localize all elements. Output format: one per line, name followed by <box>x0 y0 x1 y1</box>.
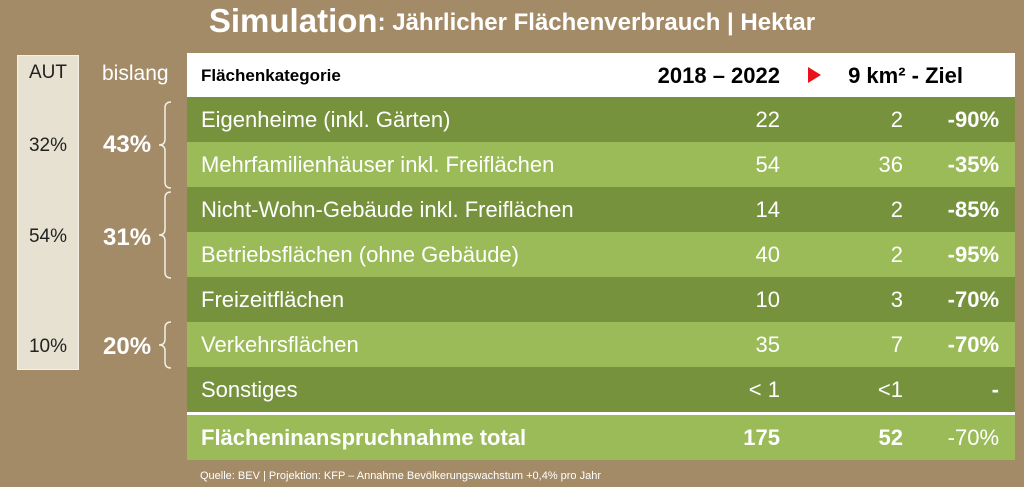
page-title: Simulation: Jährlicher Flächenverbrauch … <box>0 0 1024 46</box>
row-value-target: 2 <box>890 242 903 267</box>
table-header: Flächenkategorie 2018 – 2022 9 km² - Zie… <box>187 53 1015 97</box>
total-row: Flächeninanspruchnahme total 175 52 -70% <box>187 415 1015 460</box>
total-value-period: 175 <box>743 425 780 450</box>
bislang-value: 43% <box>103 131 152 158</box>
total-change: -70% <box>947 425 999 450</box>
row-name: Betriebsflächen (ohne Gebäude) <box>201 242 519 267</box>
row-value-target: <1 <box>877 377 903 402</box>
row-value-target: 2 <box>890 107 903 132</box>
row-value-period: 40 <box>755 242 780 267</box>
aut-panel: AUT 32% 54% 10% <box>17 55 79 370</box>
row-value-target: 3 <box>890 287 903 312</box>
table-row: Mehrfamilienhäuser inkl. Freiflächen 54 … <box>187 142 1015 187</box>
row-value-period: 10 <box>755 287 780 312</box>
aut-value: 32% <box>28 135 68 156</box>
row-name: Eigenheime (inkl. Gärten) <box>201 107 451 132</box>
row-value-period: < 1 <box>748 377 780 402</box>
row-name: Sonstiges <box>201 377 298 402</box>
header-target: 9 km² - Ziel <box>848 63 963 88</box>
table-row: Nicht-Wohn-Gebäude inkl. Freiflächen 14 … <box>187 187 1015 232</box>
data-table: Flächenkategorie 2018 – 2022 9 km² - Zie… <box>187 53 1015 460</box>
row-value-period: 14 <box>755 197 780 222</box>
row-value-target: 2 <box>890 197 903 222</box>
arrow-icon <box>808 67 821 83</box>
row-change: - <box>991 377 999 402</box>
source-footnote: Quelle: BEV | Projektion: KFP – Annahme … <box>200 470 602 482</box>
bislang-label: bislang <box>102 62 169 85</box>
row-name: Freizeitflächen <box>201 287 345 312</box>
divider <box>187 412 1015 415</box>
row-name: Mehrfamilienhäuser inkl. Freiflächen <box>201 152 555 177</box>
table-row: Betriebsflächen (ohne Gebäude) 40 2 -95% <box>187 232 1015 277</box>
total-name: Flächeninanspruchnahme total <box>201 425 527 450</box>
table-row: Eigenheime (inkl. Gärten) 22 2 -90% <box>187 97 1015 142</box>
aut-value: 10% <box>28 336 68 357</box>
table-row: Freizeitflächen 10 3 -70% <box>187 277 1015 322</box>
aut-value: 54% <box>28 226 68 247</box>
row-change: -70% <box>947 287 999 312</box>
brace-icon <box>158 321 172 369</box>
row-change: -85% <box>947 197 999 222</box>
bislang-value: 20% <box>103 333 152 360</box>
bislang-value: 31% <box>103 224 152 251</box>
row-name: Verkehrsflächen <box>201 332 359 357</box>
row-value-target: 36 <box>878 152 903 177</box>
row-value-target: 7 <box>890 332 903 357</box>
aut-label: AUT <box>29 62 67 83</box>
brace-icon <box>158 191 172 279</box>
row-change: -95% <box>947 242 999 267</box>
title-main: Simulation <box>208 2 378 39</box>
row-name: Nicht-Wohn-Gebäude inkl. Freiflächen <box>201 197 574 222</box>
row-change: -70% <box>947 332 999 357</box>
row-change: -90% <box>947 107 999 132</box>
row-change: -35% <box>947 152 999 177</box>
title-sub: : Jährlicher Flächenverbrauch | Hektar <box>377 9 816 36</box>
header-category: Flächenkategorie <box>201 66 341 85</box>
row-value-period: 35 <box>755 332 780 357</box>
header-period: 2018 – 2022 <box>657 63 780 88</box>
table-row: Sonstiges < 1 <1 - <box>187 367 1015 412</box>
brace-icon <box>158 101 172 189</box>
total-value-target: 52 <box>878 425 903 450</box>
row-value-period: 54 <box>755 152 780 177</box>
table-row: Verkehrsflächen 35 7 -70% <box>187 322 1015 367</box>
row-value-period: 22 <box>755 107 780 132</box>
